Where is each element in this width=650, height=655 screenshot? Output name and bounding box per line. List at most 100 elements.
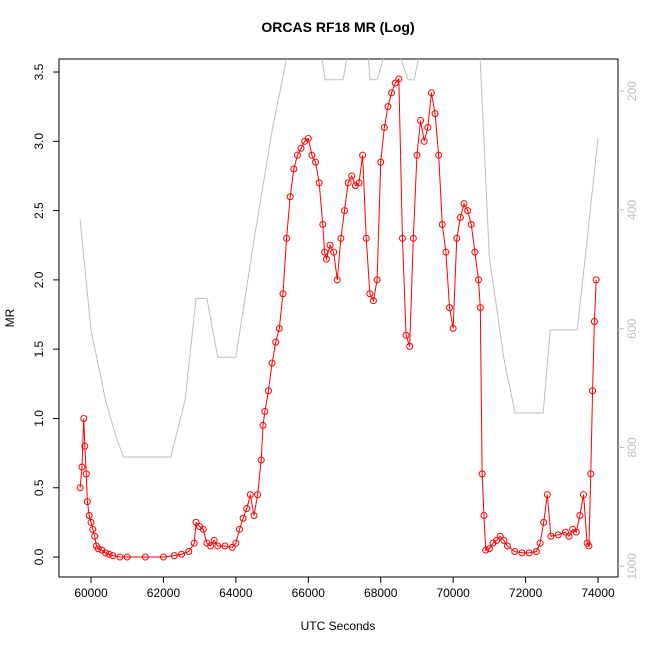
x-axis-label: UTC Seconds (301, 619, 376, 633)
data-point (304, 135, 312, 143)
data-point (384, 103, 392, 111)
data-point (482, 546, 490, 554)
data-point (398, 234, 406, 242)
data-point (297, 144, 305, 152)
x-tick-label: 60000 (74, 586, 108, 600)
data-point (246, 491, 254, 499)
data-point (250, 511, 258, 519)
data-point (565, 532, 573, 540)
data-point (496, 532, 504, 540)
data-point (83, 498, 91, 506)
x-tick-label: 62000 (147, 586, 181, 600)
data-point (78, 463, 86, 471)
data-point (89, 525, 97, 533)
data-point (214, 542, 222, 550)
data-point (190, 539, 198, 547)
data-point (109, 552, 117, 560)
plot-box (58, 58, 619, 578)
data-point (543, 491, 551, 499)
data-point (330, 248, 338, 256)
data-point (585, 542, 593, 550)
data-point (456, 214, 464, 222)
x-tick-label: 72000 (509, 586, 543, 600)
y-tick-label: 2.5 (32, 202, 46, 219)
data-point (344, 179, 352, 187)
data-point (525, 549, 533, 557)
series-line (79, 59, 599, 458)
data-point (308, 151, 316, 159)
y2-tick-label: 200 (625, 81, 639, 101)
y2-tick-label: 1000 (625, 553, 639, 580)
data-point (589, 387, 597, 395)
data-point (235, 525, 243, 533)
data-point (362, 234, 370, 242)
data-point (80, 414, 88, 422)
x-tick-label: 64000 (219, 586, 253, 600)
data-point (478, 470, 486, 478)
y-tick-label: 2.0 (32, 271, 46, 288)
data-point (315, 179, 323, 187)
data-point (279, 290, 287, 298)
data-point (446, 304, 454, 312)
data-point (192, 518, 200, 526)
data-point (257, 456, 265, 464)
data-point (286, 193, 294, 201)
data-point (580, 491, 588, 499)
data-point (449, 324, 457, 332)
data-point (592, 276, 600, 284)
data-point (453, 234, 461, 242)
data-point (207, 542, 215, 550)
x-tick-label: 70000 (436, 586, 470, 600)
data-point (91, 532, 99, 540)
data-point (322, 255, 330, 263)
data-point (232, 539, 240, 547)
data-point (554, 531, 562, 539)
data-point (178, 550, 186, 558)
data-point (369, 297, 377, 305)
data-point (275, 324, 283, 332)
data-point (116, 553, 124, 561)
data-point (105, 550, 113, 558)
data-point (435, 151, 443, 159)
data-point (366, 290, 374, 298)
data-point (123, 553, 131, 561)
data-point (76, 484, 84, 492)
data-point (420, 137, 428, 145)
y2-tick-label: 400 (625, 200, 639, 220)
data-point (431, 110, 439, 118)
data-point (85, 511, 93, 519)
data-point (402, 331, 410, 339)
data-point (94, 545, 102, 553)
data-point (493, 536, 501, 544)
data-point (536, 539, 544, 547)
data-point (321, 248, 329, 256)
data-point (261, 408, 269, 416)
data-point (561, 528, 569, 536)
x-tick-label: 68000 (364, 586, 398, 600)
data-point (243, 505, 251, 513)
data-point (460, 200, 468, 208)
y-tick-label: 0.5 (32, 479, 46, 496)
data-point (409, 234, 417, 242)
data-point (290, 165, 298, 173)
data-point (312, 158, 320, 166)
data-point (540, 518, 548, 526)
data-point (170, 552, 178, 560)
data-point (199, 525, 207, 533)
data-point (388, 89, 396, 97)
data-point (210, 536, 218, 544)
data-point (337, 234, 345, 242)
data-point (359, 151, 367, 159)
data-point (272, 338, 280, 346)
y2-tick-label: 600 (625, 318, 639, 338)
data-point (333, 276, 341, 284)
data-point (141, 553, 149, 561)
data-point (572, 528, 580, 536)
data-point (395, 75, 403, 83)
y-tick-label: 3.0 (32, 133, 46, 150)
y-tick-label: 0.0 (32, 548, 46, 565)
data-point (268, 359, 276, 367)
y2-tick-label: 800 (625, 437, 639, 457)
data-point (480, 511, 488, 519)
